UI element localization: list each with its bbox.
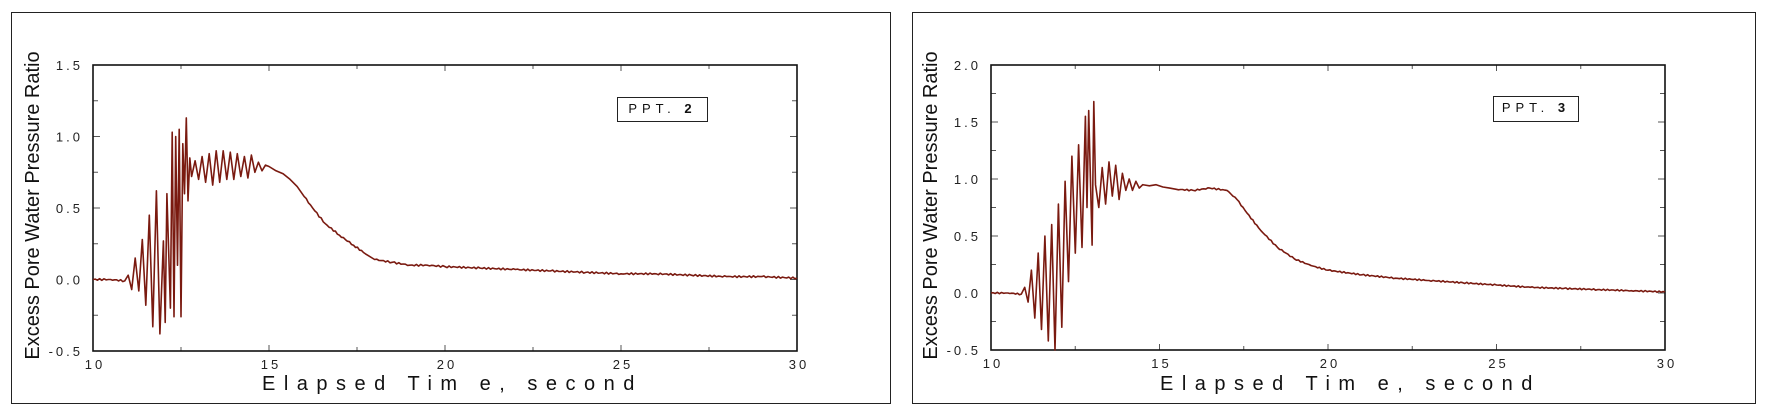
chart-panel-ppt3 bbox=[912, 12, 1756, 404]
x-tick-label: 10 bbox=[983, 356, 1003, 371]
x-tick-label: 30 bbox=[1657, 356, 1677, 371]
y-tick-label: 2.0 bbox=[954, 58, 981, 73]
data-series-line bbox=[92, 117, 798, 335]
x-axis-label-ppt3: Elapsed Tim e, second bbox=[1160, 373, 1541, 395]
legend-number: 2 bbox=[684, 101, 697, 116]
y-tick-label: 1.0 bbox=[56, 130, 83, 145]
y-tick-label: -0.5 bbox=[947, 343, 981, 358]
legend-ppt2: PPT. 2 bbox=[617, 97, 708, 122]
plot-frame bbox=[990, 64, 1666, 351]
y-tick-label: 1.5 bbox=[954, 115, 981, 130]
x-tick-label: 25 bbox=[613, 357, 633, 372]
x-tick-label: 20 bbox=[437, 357, 457, 372]
y-tick-label: -0.5 bbox=[49, 344, 83, 359]
x-tick-label: 15 bbox=[1151, 356, 1171, 371]
x-tick-label: 15 bbox=[261, 357, 281, 372]
tick-labels: 10 15 20 25 30 1.5 1.0 0.5 0.0 -0.5 bbox=[49, 58, 809, 372]
x-tick-label: 10 bbox=[85, 357, 105, 372]
plot-ppt2: 10 15 20 25 30 1.5 1.0 0.5 0.0 -0.5 bbox=[49, 58, 809, 372]
legend-ppt3: PPT. 3 bbox=[1493, 96, 1579, 122]
legend-prefix: PPT. bbox=[628, 101, 685, 116]
tick-labels: 10 15 20 25 30 2.0 1.5 1.0 0.5 0.0 -0.5 bbox=[947, 58, 1677, 371]
y-tick-label: 0.0 bbox=[954, 286, 981, 301]
x-axis-label-ppt2: Elapsed Tim e, second bbox=[262, 373, 643, 395]
y-tick-label: 1.5 bbox=[56, 58, 83, 73]
x-tick-label: 25 bbox=[1488, 356, 1508, 371]
y-tick-label: 0.5 bbox=[56, 201, 83, 216]
chart-panel-ppt2 bbox=[11, 12, 891, 404]
data-series-line bbox=[990, 100, 1666, 351]
legend-number: 3 bbox=[1557, 100, 1571, 115]
plot-frame bbox=[92, 64, 798, 352]
legend-prefix: PPT. bbox=[1501, 100, 1558, 115]
x-tick-label: 30 bbox=[789, 357, 809, 372]
y-tick-label: 0.0 bbox=[56, 273, 83, 288]
x-tick-label: 20 bbox=[1320, 356, 1340, 371]
y-tick-label: 1.0 bbox=[954, 172, 981, 187]
y-tick-label: 0.5 bbox=[954, 229, 981, 244]
